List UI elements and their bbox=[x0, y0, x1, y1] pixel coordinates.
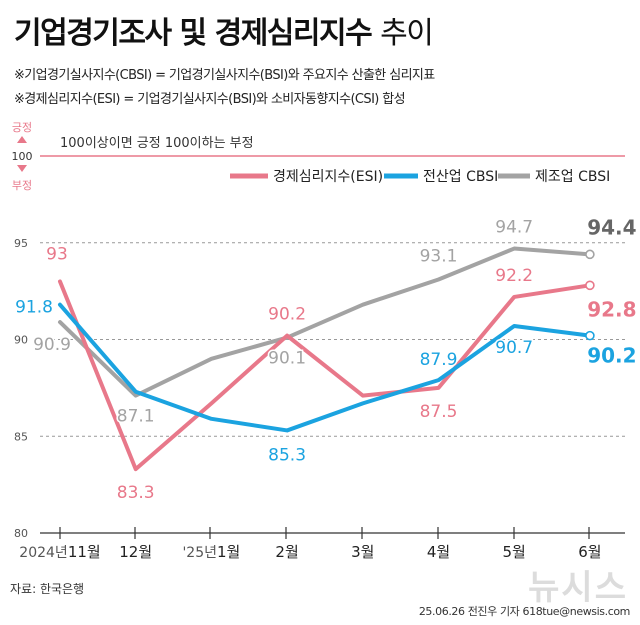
newsis-watermark: 뉴시스 bbox=[528, 568, 628, 608]
data-label-all-7: 90.2 bbox=[587, 344, 636, 368]
legend-label-esi: 경제심리지수(ESI) bbox=[273, 169, 383, 185]
data-label-esi-0: 93 bbox=[46, 244, 68, 264]
data-label-all-0: 91.8 bbox=[15, 298, 53, 318]
data-series bbox=[58, 246, 595, 472]
up-triangle-icon bbox=[17, 136, 27, 143]
x-tick-label-7: 6월 bbox=[578, 543, 601, 561]
gridlines: 80 85 90 95 bbox=[14, 237, 625, 540]
data-label-esi-7: 92.8 bbox=[587, 297, 636, 321]
x-tick-month-3: 2월 bbox=[275, 543, 298, 561]
data-label-mfg-1: 87.1 bbox=[117, 407, 155, 427]
x-tick-month-7: 6월 bbox=[578, 543, 601, 561]
series-line-mfg bbox=[58, 246, 592, 398]
data-label-esi-1: 83.3 bbox=[117, 483, 155, 503]
source-note: 자료: 한국은행 bbox=[10, 582, 85, 596]
legend: 경제심리지수(ESI) 전산업 CBSI 제조업 CBSI bbox=[230, 169, 610, 185]
x-tick-month-1: 12월 bbox=[119, 543, 152, 561]
down-triangle-icon bbox=[17, 165, 27, 172]
end-marker-mfg bbox=[585, 249, 595, 260]
legend-label-cbsi-all: 전산업 CBSI bbox=[423, 169, 498, 185]
x-tick-label-0: 2024년11월 bbox=[19, 543, 100, 561]
end-marker-esi bbox=[585, 280, 595, 291]
y-tick-label-80: 80 bbox=[14, 527, 28, 540]
x-axis: 2024년11월 12월 '25년1월 2월 3월 4월 5월 6월 bbox=[19, 527, 625, 561]
x-tick-month-2: 1월 bbox=[217, 543, 240, 561]
x-tick-year-0: 2024년 bbox=[19, 545, 68, 561]
negative-label: 부정 bbox=[12, 179, 32, 192]
data-label-mfg-6: 94.7 bbox=[495, 218, 533, 238]
x-tick-label-1: 12월 bbox=[119, 543, 152, 561]
x-tick-month-5: 4월 bbox=[427, 543, 450, 561]
data-label-all-5: 87.9 bbox=[420, 350, 458, 370]
series-line-all bbox=[58, 302, 592, 433]
y-tick-label-95: 95 bbox=[14, 237, 28, 250]
data-label-esi-6: 92.2 bbox=[495, 266, 533, 286]
title-suffix: 추이 bbox=[380, 16, 434, 51]
x-tick-label-2: '25년1월 bbox=[182, 543, 240, 561]
y-tick-label-90: 90 bbox=[14, 334, 28, 347]
note-esi-definition: ※경제심리지수(ESI) = 기업경기실사지수(BSI)와 소비자동향지수(CS… bbox=[14, 92, 406, 107]
data-label-esi-5: 87.5 bbox=[420, 402, 458, 422]
x-tick-month-4: 3월 bbox=[351, 543, 374, 561]
data-label-esi-3: 90.2 bbox=[268, 305, 306, 325]
x-tick-month-6: 5월 bbox=[503, 543, 526, 561]
legend-label-cbsi-mfg: 제조업 CBSI bbox=[535, 169, 610, 185]
data-label-mfg-7: 94.4 bbox=[587, 215, 636, 239]
data-labels: 90.9 87.1 90.1 93.1 94.7 94.4 93 83.3 90.2 87.5 92… bbox=[14, 214, 639, 505]
chart-title: 기업경기조사 및 경제심리지수 추이 bbox=[14, 8, 434, 52]
reference-indicator: 긍정 100 부정 100이상이면 긍정 100이하는 부정 bbox=[12, 121, 625, 192]
x-tick-label-6: 5월 bbox=[503, 543, 526, 561]
title-main: 기업경기조사 및 경제심리지수 bbox=[14, 16, 373, 51]
data-label-all-6: 90.7 bbox=[495, 338, 533, 358]
note-cbsi-definition: ※기업경기실사지수(CBSI) = 기업경기실사지수(BSI)와 주요지수 산출… bbox=[14, 68, 435, 83]
data-label-mfg-0: 90.9 bbox=[33, 335, 71, 355]
end-marker-all bbox=[585, 330, 595, 341]
x-tick-label-5: 4월 bbox=[427, 543, 450, 561]
y-tick-label-85: 85 bbox=[14, 430, 28, 443]
data-label-mfg-5: 93.1 bbox=[420, 247, 458, 267]
data-label-mfg-3: 90.1 bbox=[268, 349, 306, 369]
x-tick-label-4: 3월 bbox=[351, 543, 374, 561]
x-tick-year-2: '25년 bbox=[182, 545, 217, 561]
positive-label: 긍정 bbox=[12, 121, 32, 134]
credit-line: 25.06.26 전진우 기자 618tue@newsis.com bbox=[418, 605, 631, 618]
reference-level-label: 100 bbox=[12, 150, 33, 163]
x-tick-label-3: 2월 bbox=[275, 543, 298, 561]
x-tick-month-0: 11월 bbox=[68, 543, 101, 561]
series-line-esi bbox=[58, 279, 592, 472]
reference-description: 100이상이면 긍정 100이하는 부정 bbox=[60, 136, 254, 151]
data-label-all-3: 85.3 bbox=[268, 445, 306, 465]
